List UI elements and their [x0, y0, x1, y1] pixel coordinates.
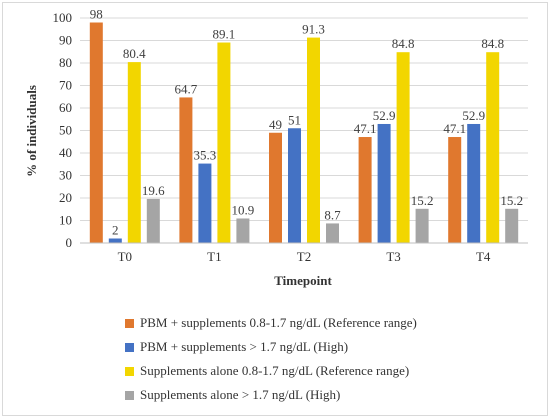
x-axis-title: Timepoint — [274, 273, 332, 288]
y-tick-label: 50 — [59, 123, 72, 138]
bar — [89, 22, 103, 243]
data-label: 35.3 — [194, 148, 217, 163]
y-tick-label: 30 — [59, 168, 72, 183]
legend-item: Supplements alone > 1.7 ng/dL (High) — [125, 383, 545, 407]
data-label: 8.7 — [324, 207, 341, 222]
bar — [108, 238, 122, 243]
data-label: 15.2 — [411, 193, 434, 208]
y-tick-label: 40 — [59, 145, 72, 160]
legend-item: PBM + supplements 0.8-1.7 ng/dL (Referen… — [125, 311, 545, 335]
y-axis-ticks: 0 10 20 30 40 50 60 70 80 90 100 — [53, 10, 73, 250]
bar — [486, 52, 500, 244]
bar — [198, 163, 212, 243]
bar — [448, 137, 462, 243]
data-label: 52.9 — [462, 108, 485, 123]
data-label: 84.8 — [392, 36, 415, 51]
y-tick-label: 90 — [59, 33, 72, 48]
x-tick-label: T4 — [476, 249, 491, 264]
bar-chart: 0 10 20 30 40 50 60 70 80 90 100 98 2 80.4 19.6 64.7 35… — [24, 7, 528, 288]
bar — [288, 128, 301, 243]
y-tick-label: 80 — [59, 55, 72, 70]
y-tick-label: 20 — [59, 190, 72, 205]
data-label: 84.8 — [481, 36, 504, 51]
bar — [396, 52, 410, 244]
y-tick-label: 60 — [59, 100, 72, 115]
bar — [505, 208, 519, 243]
data-label: 80.4 — [123, 46, 146, 61]
data-label: 98 — [90, 7, 103, 22]
data-label: 91.3 — [302, 22, 325, 37]
data-label: 47.1 — [443, 121, 466, 136]
legend-swatch — [125, 318, 134, 328]
bar — [467, 123, 481, 243]
x-tick-label: T0 — [118, 249, 132, 264]
x-tick-label: T2 — [297, 249, 311, 264]
x-axis-ticks: T0 T1 T2 T3 T4 — [118, 249, 491, 264]
legend-item: PBM + supplements > 1.7 ng/dL (High) — [125, 335, 545, 359]
legend: PBM + supplements 0.8-1.7 ng/dL (Referen… — [125, 311, 545, 407]
legend-label: PBM + supplements 0.8-1.7 ng/dL (Referen… — [140, 315, 417, 330]
bar — [146, 198, 160, 243]
data-label: 52.9 — [373, 108, 396, 123]
bars — [89, 22, 519, 244]
data-label: 19.6 — [142, 183, 165, 198]
bar — [415, 208, 429, 243]
data-labels: 98 2 80.4 19.6 64.7 35.3 89.1 10.9 49 51 91.3 8.7 47… — [90, 7, 523, 238]
bar — [377, 123, 391, 243]
legend-label: Supplements alone 0.8-1.7 ng/dL (Referen… — [140, 363, 410, 378]
data-label: 51 — [288, 112, 301, 127]
legend-label: PBM + supplements > 1.7 ng/dL (High) — [140, 339, 349, 354]
bar — [217, 42, 231, 244]
bar — [236, 218, 250, 243]
legend-item: Supplements alone 0.8-1.7 ng/dL (Referen… — [125, 359, 545, 383]
x-tick-label: T3 — [386, 249, 400, 264]
data-label: 49 — [269, 117, 282, 132]
bar — [269, 132, 282, 243]
y-tick-label: 100 — [53, 10, 73, 25]
data-label: 2 — [112, 223, 119, 238]
legend-swatch — [125, 366, 134, 376]
y-axis-title: % of individuals — [24, 85, 39, 177]
legend-swatch — [125, 390, 134, 400]
data-label: 15.2 — [500, 193, 523, 208]
data-label: 89.1 — [213, 27, 236, 42]
data-label: 64.7 — [175, 81, 198, 96]
data-label: 47.1 — [354, 121, 377, 136]
bar — [307, 37, 320, 244]
data-label: 10.9 — [232, 202, 255, 217]
bar — [179, 97, 193, 243]
y-tick-label: 0 — [66, 235, 73, 250]
y-tick-label: 10 — [59, 213, 72, 228]
bar — [326, 223, 339, 243]
legend-swatch — [125, 342, 134, 352]
bar — [358, 137, 372, 243]
y-tick-label: 70 — [59, 78, 72, 93]
x-tick-label: T1 — [207, 249, 221, 264]
legend-label: Supplements alone > 1.7 ng/dL (High) — [140, 387, 341, 402]
bar — [127, 62, 141, 243]
